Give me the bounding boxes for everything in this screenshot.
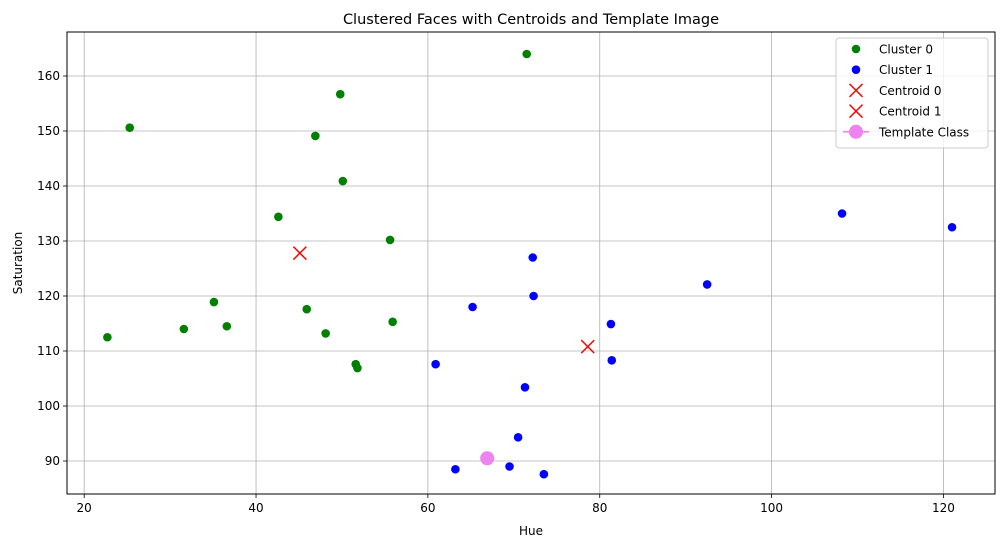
data-point xyxy=(520,383,530,392)
data-point xyxy=(513,433,523,442)
x-tick-label: 40 xyxy=(248,501,263,515)
legend: Cluster 0 Cluster 1 Centroid 0 Centroid 1 Te… xyxy=(835,37,989,149)
data-point xyxy=(947,222,957,232)
x-stroke xyxy=(848,104,864,119)
legend-marker xyxy=(849,124,863,139)
y-tick-label: 130 xyxy=(37,234,60,248)
x-tick-label: 120 xyxy=(932,501,955,515)
x-stroke xyxy=(292,246,307,261)
legend-label: Centroid 0 xyxy=(879,84,941,98)
data-point xyxy=(451,464,460,474)
axis-ticks: 20 40 60 80 100 120 90 100 110 120 130 140 150 160 xyxy=(37,69,955,515)
data-point xyxy=(505,462,514,471)
template-point xyxy=(480,451,495,466)
data-point xyxy=(274,212,283,222)
legend-marker xyxy=(848,104,864,119)
y-tick-label: 160 xyxy=(37,69,60,83)
data-point xyxy=(607,356,617,365)
y-tick-label: 150 xyxy=(37,124,60,138)
centroid-point xyxy=(292,246,307,261)
legend-marker xyxy=(851,65,861,74)
data-point xyxy=(468,302,477,312)
y-axis-label: Saturation xyxy=(11,232,25,295)
legend-box xyxy=(835,37,989,149)
series-centroid-0 xyxy=(292,246,307,261)
legend-label: Cluster 1 xyxy=(879,63,933,77)
data-point xyxy=(702,280,712,289)
data-point xyxy=(529,291,538,301)
data-point xyxy=(302,304,312,314)
data-point xyxy=(209,297,219,307)
data-point xyxy=(606,319,616,329)
data-point xyxy=(179,324,189,334)
data-point xyxy=(353,363,362,373)
data-point xyxy=(222,321,232,331)
legend-label: Template Class xyxy=(878,125,969,139)
data-point xyxy=(321,329,330,338)
series-centroid-1 xyxy=(580,339,595,354)
data-point xyxy=(338,176,348,186)
x-tick-label: 100 xyxy=(760,501,783,515)
data-point xyxy=(528,253,538,262)
x-axis-label: Hue xyxy=(519,524,543,538)
data-point xyxy=(388,317,397,327)
x-tick-label: 80 xyxy=(592,501,607,515)
series-cluster-0 xyxy=(103,49,532,373)
legend-marker xyxy=(848,83,864,98)
legend-marker xyxy=(851,44,861,54)
x-tick-label: 60 xyxy=(420,501,435,515)
plot-frame xyxy=(66,31,996,495)
data-point xyxy=(539,469,549,479)
data-point xyxy=(335,89,345,99)
x-stroke xyxy=(580,339,595,354)
data-point xyxy=(431,359,440,369)
y-tick-label: 110 xyxy=(37,344,60,358)
y-tick-label: 120 xyxy=(37,289,60,303)
legend-label: Centroid 1 xyxy=(879,105,941,119)
data-point xyxy=(125,123,135,132)
data-point xyxy=(385,235,395,245)
data-points xyxy=(103,49,957,479)
legend-label: Cluster 0 xyxy=(879,43,933,57)
data-point xyxy=(103,332,112,342)
x-stroke xyxy=(848,83,864,98)
data-point xyxy=(837,209,847,218)
y-tick-label: 90 xyxy=(45,454,60,468)
data-point xyxy=(522,49,532,59)
centroid-point xyxy=(580,339,595,354)
x-tick-label: 20 xyxy=(77,501,92,515)
data-point xyxy=(311,131,320,141)
y-tick-label: 140 xyxy=(37,179,60,193)
series-cluster-1 xyxy=(431,209,957,479)
chart-title: Clustered Faces with Centroids and Templ… xyxy=(343,12,719,28)
y-tick-label: 100 xyxy=(37,399,60,413)
series-template-class xyxy=(480,451,495,466)
